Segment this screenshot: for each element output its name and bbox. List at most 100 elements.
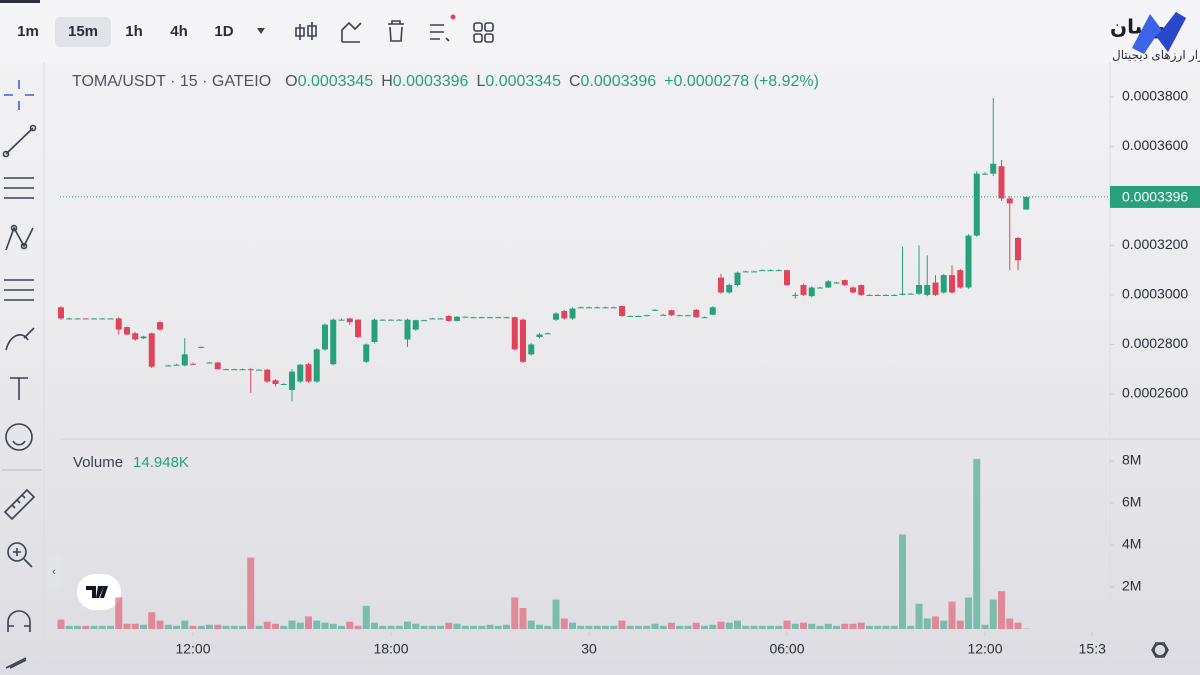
candle-body — [470, 317, 477, 319]
volume-legend: Volume 14.948K — [73, 454, 189, 471]
volume-bar — [164, 624, 172, 629]
volume-bar — [338, 625, 345, 629]
candle-body — [289, 371, 295, 390]
volume-bar — [181, 620, 189, 629]
candle-body — [767, 270, 774, 272]
collapse-arrow: ‹ — [52, 566, 56, 578]
price-legend: TOMA/USDT · 15 · GATEIO O0.0003345 H0.0003… — [72, 73, 819, 90]
candle-body — [379, 319, 386, 321]
volume-bar — [82, 625, 90, 629]
candle-body — [676, 315, 683, 317]
volume-bar — [841, 623, 849, 629]
candle-body — [462, 316, 469, 318]
volume-bar — [519, 608, 527, 629]
candle-body — [528, 344, 535, 355]
volume-bar — [272, 623, 279, 629]
candle-body — [74, 318, 81, 320]
candle-body — [297, 364, 304, 382]
volume-bar — [758, 625, 766, 629]
interval-button[interactable]: 1D — [214, 23, 233, 40]
volume-bar — [816, 625, 824, 629]
candle-body — [478, 317, 485, 319]
candle-body — [990, 163, 997, 174]
candle-body — [619, 306, 625, 316]
candle-body — [132, 333, 139, 340]
volume-bar — [288, 620, 296, 629]
volume-bar — [800, 622, 807, 629]
volume-bar — [371, 622, 378, 629]
candle-body — [660, 314, 667, 316]
candle-body — [965, 235, 972, 288]
volume-bar — [74, 625, 81, 629]
volume-bar — [734, 620, 741, 629]
candle-body — [1006, 198, 1013, 204]
ohlc-label: C — [569, 73, 581, 90]
candle-body — [437, 318, 444, 320]
candle-body — [586, 307, 592, 309]
candle-body — [173, 364, 180, 366]
symbol: TOMA/USDT · 15 · GATEIO — [72, 73, 271, 90]
candle-body — [495, 317, 502, 319]
volume-bar — [239, 625, 246, 629]
toolbar-icons — [295, 20, 494, 43]
x-tick-label: 30 — [581, 641, 597, 657]
volume-bar — [437, 625, 444, 629]
volume-bar — [206, 624, 213, 629]
volume-bar — [123, 623, 131, 629]
volume-bar — [354, 625, 362, 629]
candle-body — [190, 363, 196, 365]
y-tick-label: 0.0003800 — [1122, 88, 1188, 104]
volume-bar — [453, 623, 461, 629]
interval-button[interactable]: 15m — [68, 23, 98, 40]
interval-button[interactable]: 4h — [170, 23, 188, 40]
candle-body — [726, 285, 733, 293]
candle-body — [850, 287, 856, 293]
x-tick-label: 15:3 — [1079, 641, 1106, 657]
volume-bar — [395, 625, 403, 629]
volume-bar — [849, 623, 857, 629]
y-tick-label: 0.0003200 — [1122, 236, 1188, 252]
volume-bar — [692, 622, 700, 629]
volume-bar — [998, 591, 1005, 629]
candle-body — [91, 318, 97, 320]
x-tick-label: 18:00 — [373, 641, 408, 657]
candle-body — [800, 285, 807, 295]
collapse[interactable] — [48, 555, 60, 589]
volume-bar — [824, 623, 832, 629]
candle-body — [643, 315, 650, 317]
volume-bar — [486, 624, 494, 629]
candle-body — [907, 293, 914, 295]
interval-button[interactable]: 1h — [125, 23, 143, 40]
volume-bar — [230, 625, 238, 629]
volume-bar — [511, 597, 519, 629]
candle-body — [610, 307, 617, 309]
volume-bar — [701, 625, 708, 629]
candle-body — [718, 277, 724, 293]
candle-body — [223, 369, 229, 371]
settings[interactable] — [1153, 643, 1167, 657]
y-tick-label: 0.0002800 — [1122, 335, 1188, 351]
volume-bar — [577, 625, 585, 629]
volume-title: Volume — [73, 454, 123, 471]
volume-bar — [1014, 622, 1022, 629]
volume-bar — [948, 601, 956, 629]
volume-bar — [263, 621, 271, 629]
candle-body — [412, 320, 419, 330]
candle-body — [874, 294, 881, 296]
y-tick-label: 4M — [1122, 536, 1141, 552]
volume-bar — [280, 625, 288, 629]
volume-bar — [173, 625, 180, 629]
volume-bar — [478, 625, 486, 629]
candle-body — [544, 333, 551, 335]
dropdown[interactable] — [257, 28, 265, 34]
volume-bar — [973, 458, 981, 629]
candle-body — [734, 272, 741, 286]
volume-bar — [791, 623, 799, 629]
candle-body — [214, 362, 221, 370]
volume-bar — [866, 625, 873, 629]
candle-body — [635, 315, 642, 317]
y-tick-label: 6M — [1122, 494, 1141, 510]
candle-body — [429, 318, 436, 320]
interval-button[interactable]: 1m — [17, 23, 39, 40]
volume-bar — [907, 625, 915, 629]
